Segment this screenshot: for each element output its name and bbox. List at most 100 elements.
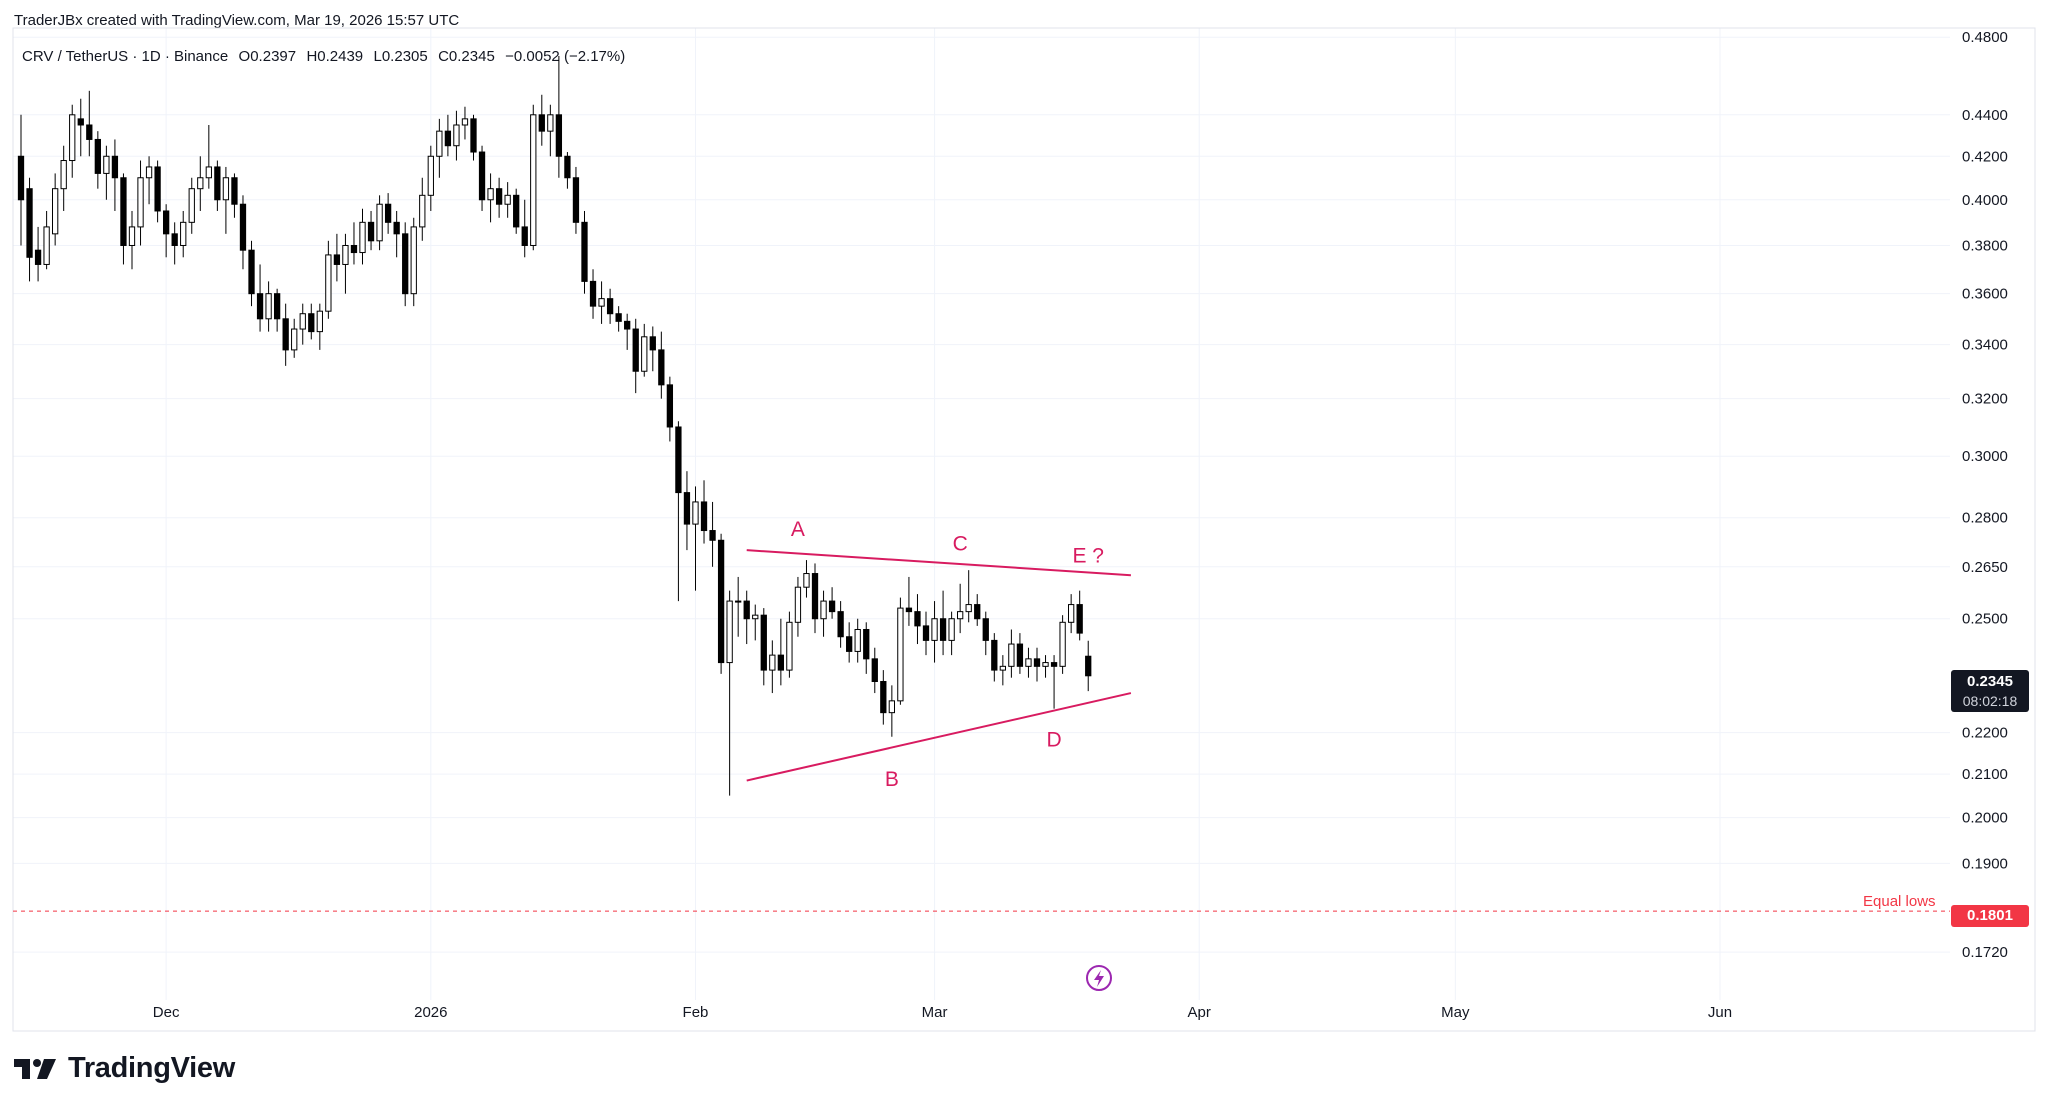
tradingview-logo[interactable]: TradingView xyxy=(14,1052,235,1085)
candle xyxy=(154,160,161,223)
y-tick-label: 0.2800 xyxy=(1962,510,2008,527)
pattern-drawings[interactable]: A B C D E ? xyxy=(13,518,1950,912)
candle-body-down xyxy=(521,226,528,246)
candle-body-down xyxy=(1050,662,1058,667)
candle-body-down xyxy=(905,607,913,613)
ohlc-high: H0.2439 xyxy=(306,48,364,65)
wave-label: E ? xyxy=(1072,544,1104,567)
candle xyxy=(17,114,25,246)
candle-body-down xyxy=(34,249,42,265)
candle-body-down xyxy=(777,654,785,671)
y-tick-label: 0.2650 xyxy=(1962,559,2008,576)
candle-body-down xyxy=(94,138,101,174)
candle xyxy=(342,233,349,294)
candle xyxy=(495,177,503,218)
candle-body-down xyxy=(111,155,119,179)
candle xyxy=(530,104,537,251)
candle xyxy=(402,222,409,307)
time-axis[interactable]: Dec 2026 Feb Mar Apr May Jun xyxy=(153,1004,1732,1021)
candle xyxy=(239,195,247,270)
candle-body-down xyxy=(632,328,639,372)
candle xyxy=(1076,590,1083,641)
candle xyxy=(222,166,230,234)
candle xyxy=(769,640,776,694)
candle xyxy=(214,160,221,211)
candle xyxy=(794,576,802,637)
x-tick-label: Dec xyxy=(153,1004,180,1021)
lightning-icon[interactable] xyxy=(1086,965,1112,991)
candle xyxy=(478,145,486,211)
candle xyxy=(111,139,119,211)
equal-lows-price-badge: 0.1801 xyxy=(1951,905,2029,927)
candle xyxy=(171,222,178,265)
candle-body-up xyxy=(1008,643,1015,667)
candle-body-down xyxy=(914,611,921,627)
y-tick-label: 0.4200 xyxy=(1962,148,2008,165)
candle xyxy=(145,156,153,205)
ohlc-low: L0.2305 xyxy=(373,48,428,65)
candle-body-up xyxy=(52,188,59,235)
candle-body-up xyxy=(359,221,366,254)
candle xyxy=(811,563,819,634)
y-tick-label: 0.2200 xyxy=(1962,725,2008,742)
candle-body-down xyxy=(709,530,716,541)
trendline-lower[interactable] xyxy=(746,692,1132,782)
candle xyxy=(914,594,921,645)
candle xyxy=(863,622,870,674)
candle-body-up xyxy=(803,573,810,588)
candle-body-down xyxy=(231,177,238,205)
candle xyxy=(137,160,144,246)
candle-body-up xyxy=(180,221,187,246)
candle xyxy=(854,618,861,663)
candle xyxy=(957,583,964,634)
candle-body-down xyxy=(1076,604,1083,634)
candle xyxy=(888,685,896,737)
candle xyxy=(598,281,605,324)
candle-body-down xyxy=(1033,658,1041,667)
candle-body-up xyxy=(735,600,742,603)
candle xyxy=(120,173,127,265)
candle xyxy=(999,655,1006,686)
candle xyxy=(760,608,767,686)
candle xyxy=(666,376,674,442)
candle xyxy=(367,210,375,251)
candle xyxy=(709,501,716,567)
candle-body-up xyxy=(820,600,827,620)
candle xyxy=(1068,594,1075,634)
ohlc-close: C0.2345 xyxy=(438,48,495,65)
candle-body-down xyxy=(846,636,853,652)
candle-body-down xyxy=(700,501,708,532)
candle-body-down xyxy=(581,221,588,282)
candle xyxy=(538,94,545,146)
candle xyxy=(52,173,59,246)
candle-body-up xyxy=(265,293,272,320)
candle-body-down xyxy=(478,151,486,201)
trendline-upper[interactable] xyxy=(746,549,1131,577)
candle-body-down xyxy=(273,293,281,320)
candle-body-up xyxy=(299,313,306,330)
x-tick-label: Feb xyxy=(683,1004,709,1021)
candle-body-up xyxy=(137,177,144,228)
wave-label: A xyxy=(791,518,805,541)
candle-body-up xyxy=(1068,604,1075,623)
candle xyxy=(410,217,417,307)
candle xyxy=(632,318,639,394)
x-tick-label: 2026 xyxy=(414,1004,447,1021)
candle xyxy=(572,166,580,234)
y-tick-label: 0.4000 xyxy=(1962,192,2008,209)
candle-body-up xyxy=(769,654,776,671)
y-tick-label: 0.1720 xyxy=(1962,944,2008,961)
candle-body-down xyxy=(171,233,178,246)
candle-body-down xyxy=(1085,655,1092,677)
price-axis[interactable]: 0.4800 0.4400 0.4200 0.4000 0.3800 0.3600 0.34… xyxy=(1962,29,2008,961)
candle xyxy=(26,177,33,282)
candle-body-up xyxy=(641,336,648,372)
candle-body-up xyxy=(325,254,332,312)
candles xyxy=(17,56,1092,796)
equal-lows-label: Equal lows xyxy=(1863,893,1936,910)
ohlc-open: O0.2397 xyxy=(238,48,297,65)
candle xyxy=(256,264,264,332)
y-tick-label: 0.3400 xyxy=(1962,337,2008,354)
symbol-name[interactable]: CRV / TetherUS · 1D · Binance xyxy=(22,48,229,65)
